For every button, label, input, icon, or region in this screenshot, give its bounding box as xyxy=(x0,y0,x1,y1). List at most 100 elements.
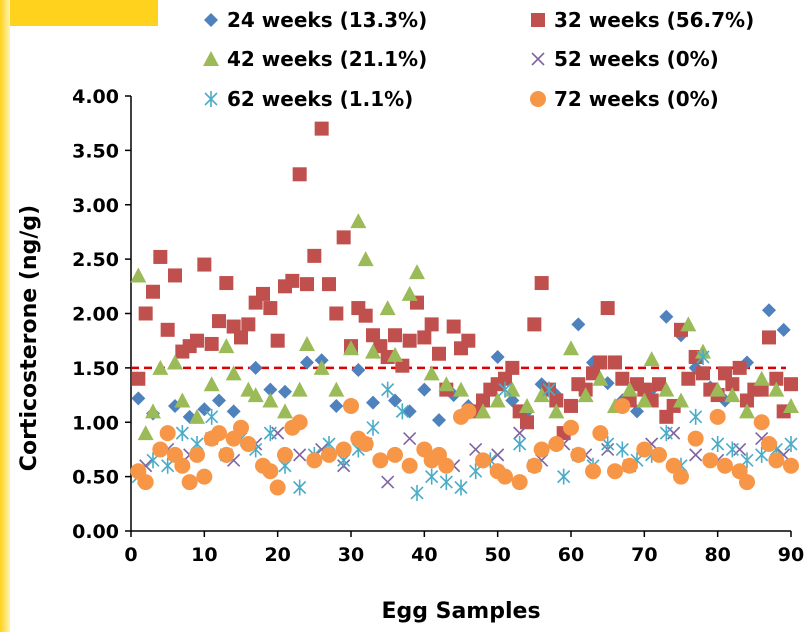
data-point xyxy=(373,339,388,354)
data-point xyxy=(498,381,512,398)
data-point xyxy=(196,468,213,485)
x-axis-title: Egg Samples xyxy=(381,599,540,624)
legend-item: 42 weeks (21.1%) xyxy=(203,47,427,71)
y-axis-title: Corticosterone (ng/g) xyxy=(17,205,42,471)
data-point xyxy=(417,382,432,397)
data-point xyxy=(753,370,770,386)
data-point xyxy=(446,319,461,334)
data-point xyxy=(395,358,410,373)
data-point xyxy=(673,392,689,408)
data-point xyxy=(175,425,189,442)
data-point xyxy=(739,403,755,419)
data-point xyxy=(717,457,733,474)
data-point xyxy=(168,268,182,283)
data-point xyxy=(439,474,453,491)
legend-label: 62 weeks (1.1%) xyxy=(227,87,413,111)
data-point xyxy=(321,446,337,463)
data-point xyxy=(256,286,270,301)
data-point xyxy=(388,328,402,343)
data-point xyxy=(131,391,146,406)
y-tick-label: 2.00 xyxy=(72,304,119,326)
data-point xyxy=(761,436,777,452)
data-point xyxy=(130,267,147,283)
data-point xyxy=(711,436,725,452)
data-point xyxy=(505,393,520,408)
data-point xyxy=(513,436,527,452)
data-point xyxy=(423,365,440,381)
data-point xyxy=(174,392,191,408)
data-point xyxy=(278,384,292,399)
data-point xyxy=(372,452,389,469)
background-yellow-panel xyxy=(0,0,10,632)
legend-marker xyxy=(204,13,218,27)
data-point xyxy=(160,322,175,337)
data-point xyxy=(343,340,359,356)
data-point xyxy=(614,397,631,414)
data-point xyxy=(409,264,425,280)
data-point xyxy=(366,419,380,436)
data-point xyxy=(401,457,418,474)
data-point xyxy=(212,393,226,408)
data-point xyxy=(709,408,726,425)
data-point xyxy=(181,474,198,491)
legend-marker xyxy=(203,51,219,66)
x-tick-label: 50 xyxy=(484,544,510,566)
data-point xyxy=(784,436,798,452)
data-point xyxy=(388,393,402,408)
data-point xyxy=(753,414,770,431)
data-point xyxy=(205,408,219,425)
data-point xyxy=(687,430,704,447)
data-point xyxy=(248,360,263,375)
data-point xyxy=(329,398,344,413)
y-tick-label: 1.50 xyxy=(72,358,119,380)
data-point xyxy=(600,301,615,316)
data-point xyxy=(218,446,235,463)
data-point xyxy=(548,436,565,452)
data-point xyxy=(269,479,286,496)
data-point xyxy=(740,393,754,408)
data-point xyxy=(233,419,249,436)
data-point xyxy=(533,441,550,458)
y-tick-label: 3.50 xyxy=(72,140,119,162)
x-tick-label: 70 xyxy=(631,544,657,566)
legend-label: 42 weeks (21.1%) xyxy=(227,47,427,71)
data-point xyxy=(526,457,543,474)
data-point xyxy=(350,213,367,229)
data-point xyxy=(438,457,455,474)
data-point xyxy=(438,376,455,392)
data-point xyxy=(592,425,609,442)
data-point xyxy=(307,248,322,263)
data-point xyxy=(291,381,308,397)
data-point xyxy=(403,431,417,446)
data-point xyxy=(357,251,374,267)
data-point xyxy=(651,446,667,463)
data-point xyxy=(586,366,600,381)
data-point xyxy=(262,463,279,480)
data-point xyxy=(608,355,622,370)
data-point xyxy=(652,377,666,392)
data-point xyxy=(615,441,629,458)
data-point xyxy=(211,425,227,442)
x-tick-label: 30 xyxy=(338,544,364,566)
data-point xyxy=(306,452,323,469)
x-tick-label: 20 xyxy=(264,544,290,566)
data-point xyxy=(226,319,241,334)
data-point xyxy=(754,382,769,397)
y-tick-label: 1.00 xyxy=(72,412,119,434)
data-point xyxy=(593,355,608,370)
data-point xyxy=(152,359,169,375)
data-point xyxy=(410,484,424,501)
legend-item: 24 weeks (13.3%) xyxy=(204,8,427,32)
data-point xyxy=(387,446,403,463)
data-point xyxy=(520,415,534,430)
data-point xyxy=(137,474,154,491)
legend-label: 32 weeks (56.7%) xyxy=(554,8,754,32)
data-point xyxy=(240,381,257,397)
data-point xyxy=(293,448,307,462)
data-point xyxy=(680,316,697,332)
data-point xyxy=(475,452,491,469)
data-point xyxy=(234,330,248,345)
y-tick-label: 0.00 xyxy=(72,521,119,543)
data-point xyxy=(630,404,644,419)
